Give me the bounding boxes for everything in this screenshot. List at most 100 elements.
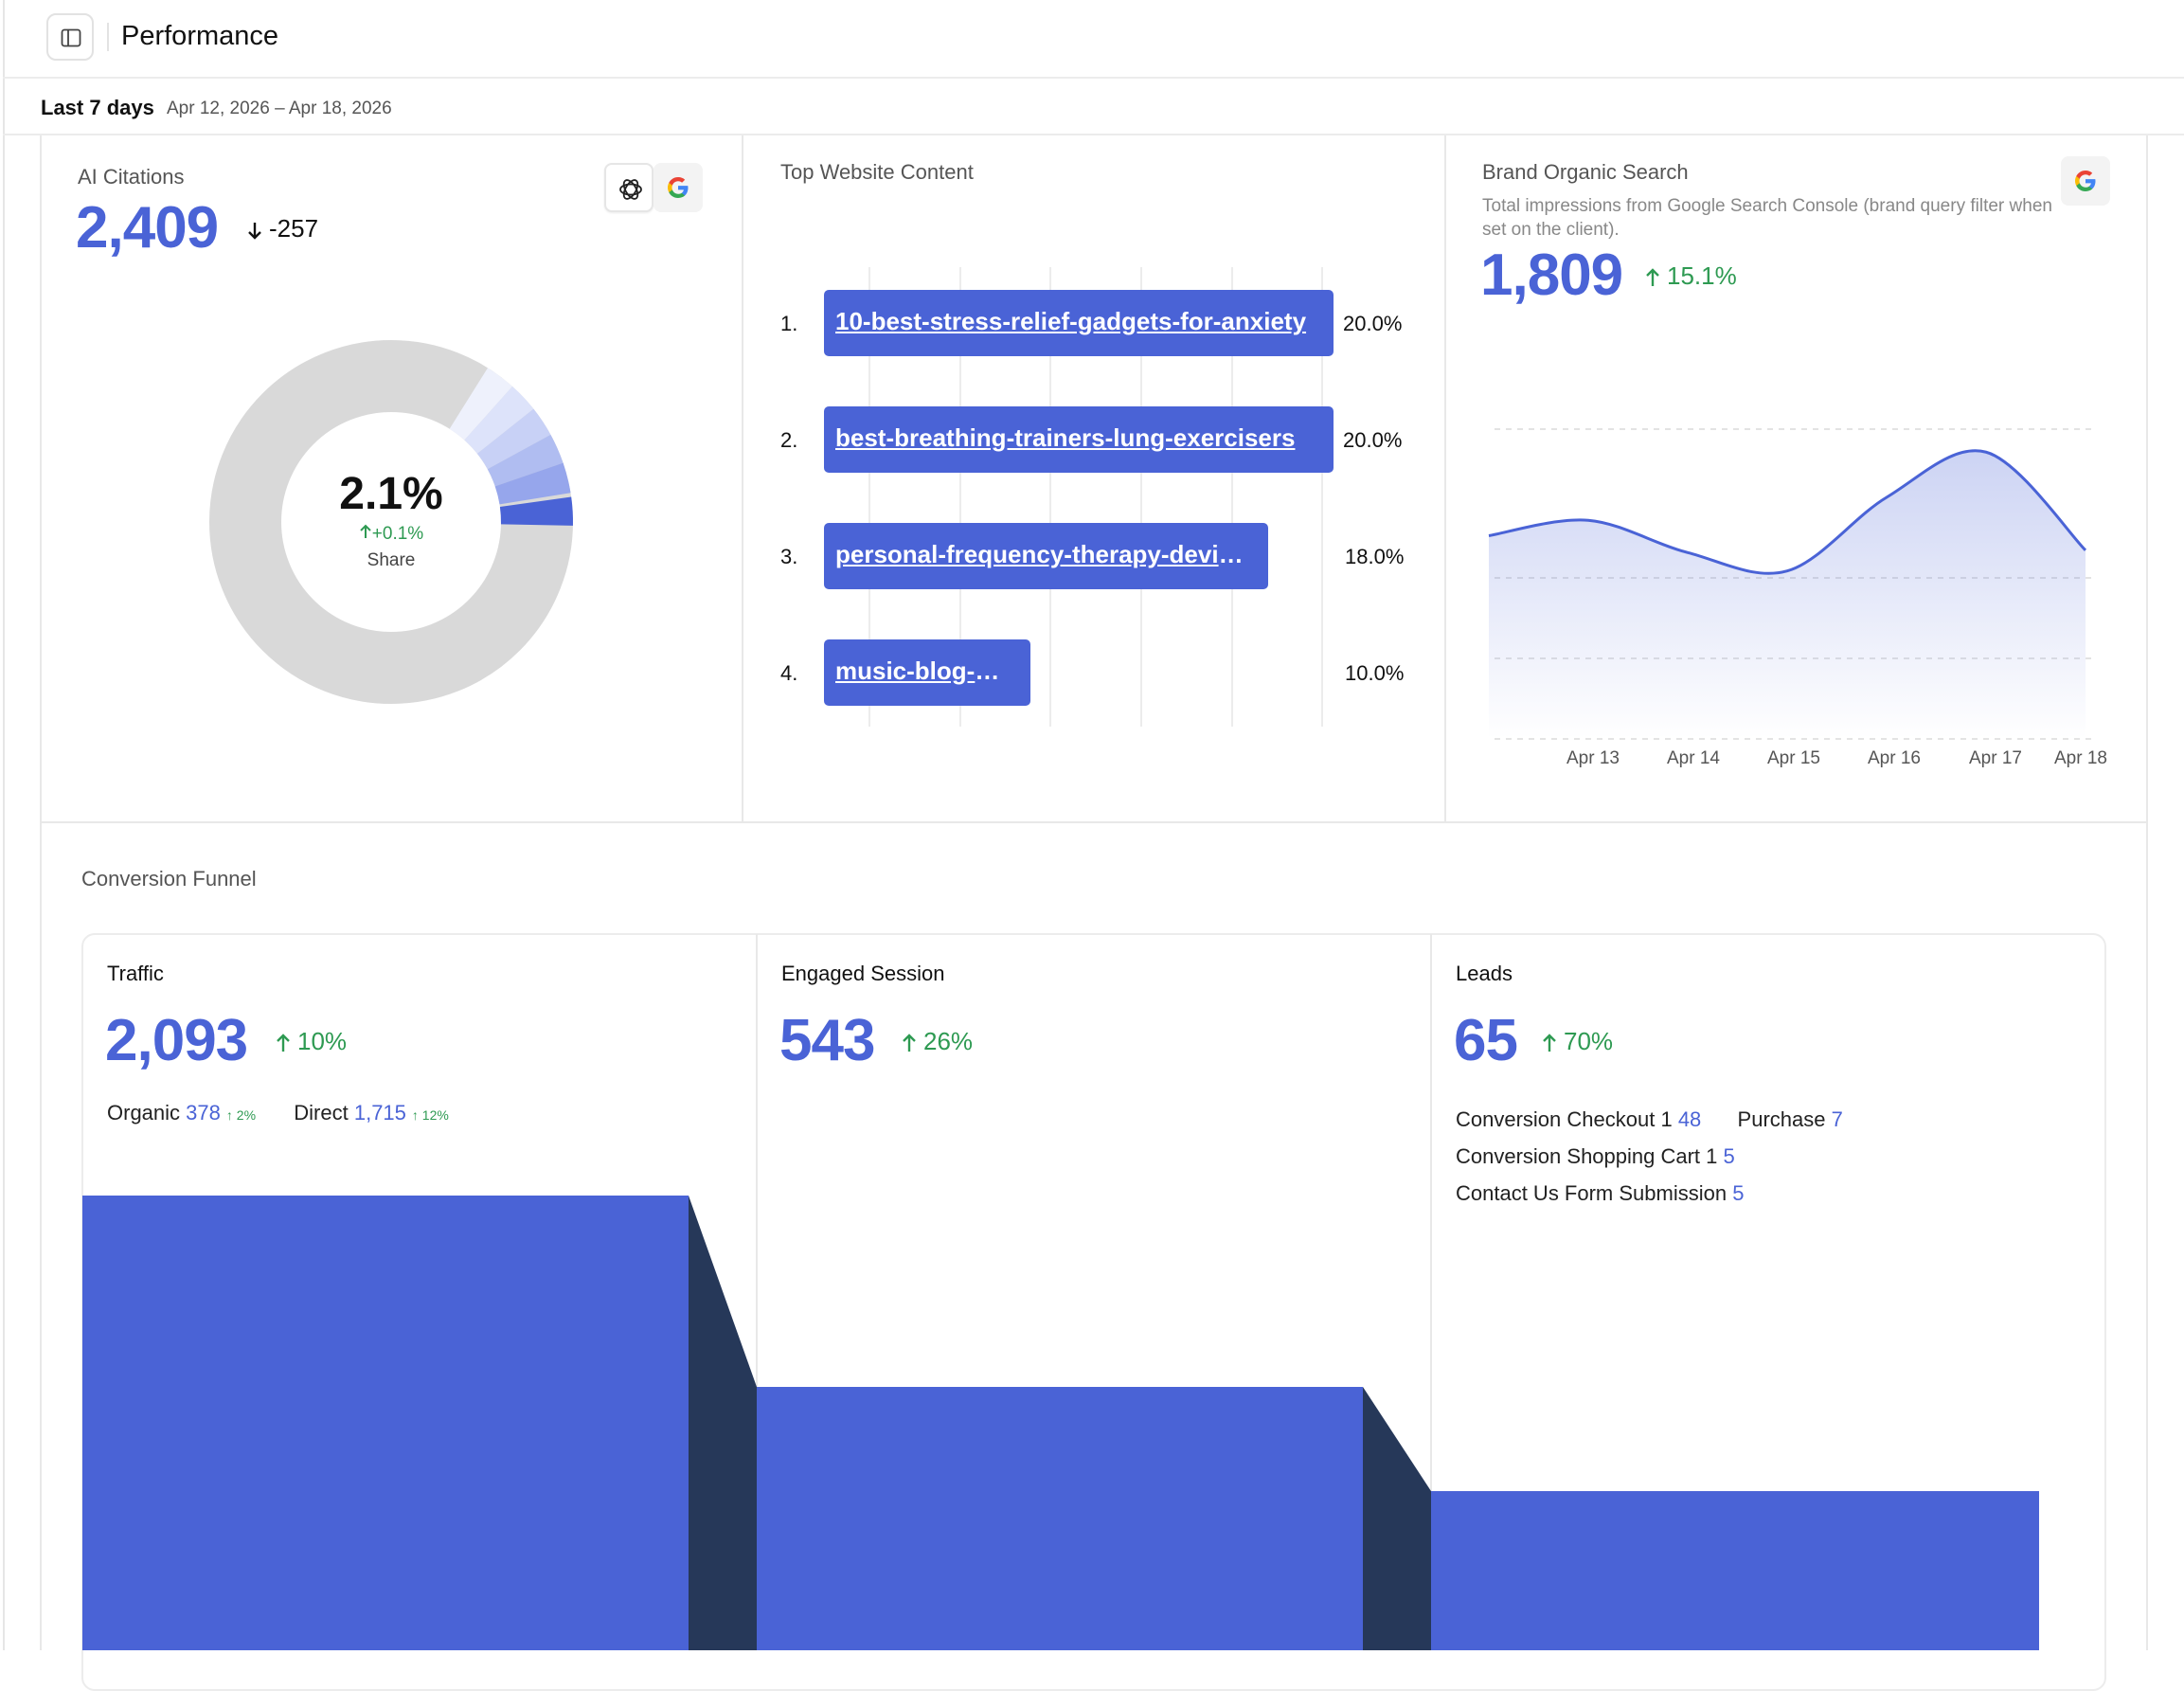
breakdown-label: Conversion Checkout 1 — [1456, 1107, 1673, 1131]
donut-segments — [449, 368, 573, 526]
content-link[interactable]: music-blog-meditation — [835, 657, 1019, 685]
donut-delta-value: +0.1% — [371, 524, 424, 544]
delta-value: -257 — [269, 214, 319, 243]
card-title: Brand Organic Search — [1482, 160, 1689, 184]
card-divider — [1444, 135, 1446, 822]
content-link[interactable]: 10-best-stress-relief-gadgets-for-anxiet… — [835, 307, 1307, 335]
sidebar-toggle-button[interactable] — [46, 13, 94, 61]
donut-fan-segment — [449, 368, 513, 441]
breakdown-row: Conversion Shopping Cart 1 5 — [1456, 1138, 1843, 1175]
content-link[interactable]: best-breathing-trainers-lung-exercisers — [835, 423, 1296, 452]
breakdown-row: Contact Us Form Submission 5 — [1456, 1175, 1843, 1212]
leads-delta: 70% — [1541, 1027, 1613, 1056]
x-tick-label: Apr 15 — [1767, 748, 1820, 768]
delta-value: 26% — [923, 1027, 974, 1055]
bar-percent: 20.0% — [1343, 428, 1403, 452]
stage-title-engaged-session: Engaged Session — [781, 962, 945, 985]
chart-series-line — [1488, 449, 2087, 575]
funnel-connector — [1363, 1387, 1431, 1650]
delta-value: 70% — [1564, 1027, 1614, 1055]
funnel-bar-leads — [1431, 1491, 2039, 1650]
stage-divider — [1430, 934, 1432, 1650]
funnel-bar-traffic — [82, 1196, 689, 1650]
card-divider — [742, 135, 743, 822]
arrow-up-icon — [277, 1034, 290, 1052]
breakdown-label: Conversion Shopping Cart 1 — [1456, 1144, 1718, 1168]
breakdown-delta: ↑ 12% — [411, 1107, 449, 1123]
breakdown-value: 48 — [1677, 1107, 1702, 1131]
bar-percent: 20.0% — [1343, 312, 1403, 335]
donut-fan-segment — [494, 462, 571, 505]
donut-fan-segment — [476, 408, 551, 470]
leads-value: 65 — [1454, 1008, 1518, 1073]
arrow-up-icon — [1646, 268, 1659, 287]
content-link[interactable]: personal-frequency-therapy-devices — [835, 540, 1257, 568]
breakdown-label: Direct — [294, 1101, 349, 1124]
card-title: AI Citations — [78, 165, 185, 189]
page-frame — [3, 0, 2184, 1650]
x-tick-label: Apr 18 — [2054, 748, 2107, 768]
bar-rank: 1. — [780, 312, 798, 335]
donut-center-value: 2.1% — [339, 469, 443, 519]
donut-share-segment — [499, 496, 573, 526]
content-bar[interactable]: personal-frequency-therapy-devices — [824, 523, 1268, 589]
chart-area-fill — [1489, 450, 2086, 739]
breakdown-label: Purchase — [1737, 1107, 1826, 1131]
donut-fan-segment — [464, 386, 534, 454]
funnel-bar-engaged-session — [757, 1387, 1363, 1650]
breakdown-value: 7 — [1831, 1107, 1843, 1131]
breakdown-value: 378 — [186, 1101, 221, 1124]
x-tick-label: Apr 14 — [1667, 748, 1720, 768]
card-title: Top Website Content — [780, 160, 974, 184]
delta-value: 10% — [297, 1027, 348, 1055]
bar-rank: 4. — [780, 661, 798, 685]
bar-rank: 3. — [780, 545, 798, 568]
google-source-button[interactable] — [2061, 156, 2110, 206]
traffic-value: 2,093 — [105, 1008, 248, 1073]
funnel-chart — [82, 1196, 2039, 1650]
traffic-breakdown: Organic 378 ↑ 2% Direct 1,715 ↑ 12% — [107, 1101, 449, 1125]
breakdown-label: Organic — [107, 1101, 181, 1124]
google-icon — [2075, 171, 2096, 191]
donut-center: 2.1% +0.1% Share — [313, 468, 470, 571]
ai-citations-value: 2,409 — [76, 195, 219, 261]
section-divider — [40, 821, 2148, 823]
arrow-down-icon — [248, 223, 261, 240]
citation-share-donut — [209, 340, 573, 704]
bar-percent: 10.0% — [1345, 661, 1405, 685]
date-range-label: Last 7 days — [41, 96, 154, 119]
bar-rank: 2. — [780, 428, 798, 452]
breakdown-delta: ↑ 2% — [225, 1107, 257, 1123]
funnel-connector — [689, 1196, 757, 1650]
content-bar[interactable]: music-blog-meditation — [824, 639, 1030, 706]
engaged-session-delta: 26% — [901, 1027, 973, 1056]
section-title: Conversion Funnel — [81, 867, 257, 890]
content-bar[interactable]: 10-best-stress-relief-gadgets-for-anxiet… — [824, 290, 1334, 356]
brand-search-area-chart — [1488, 428, 2093, 740]
arrow-up-icon — [903, 1034, 916, 1052]
date-range-bar[interactable]: Last 7 days Apr 12, 2026 – Apr 18, 2026 — [3, 79, 2184, 135]
card-description: Total impressions from Google Search Con… — [1482, 196, 2052, 240]
breakdown-row: Conversion Checkout 1 48 Purchase 7 — [1456, 1101, 1843, 1138]
leads-breakdown: Conversion Checkout 1 48 Purchase 7 Conv… — [1456, 1101, 1843, 1212]
donut-center-label: Share — [367, 550, 416, 570]
bar-percent: 18.0% — [1345, 545, 1405, 568]
stage-divider — [756, 934, 758, 1650]
top-bar: Performance — [3, 0, 2184, 79]
breakdown-value: 1,715 — [353, 1101, 406, 1124]
engaged-session-value: 543 — [779, 1008, 875, 1073]
breakdown-delta-value: 2% — [236, 1107, 257, 1123]
breakdown-delta-value: 12% — [421, 1107, 449, 1123]
page-title: Performance — [121, 21, 279, 51]
breakdown-value: 5 — [1732, 1181, 1745, 1205]
brand-search-value: 1,809 — [1480, 243, 1623, 308]
ai-citations-delta: -257 — [246, 214, 318, 243]
breakdown-label: Contact Us Form Submission — [1456, 1181, 1728, 1205]
donut-center-delta: +0.1% — [313, 524, 470, 545]
chatgpt-source-button[interactable] — [604, 163, 653, 212]
x-tick-label: Apr 16 — [1868, 748, 1921, 768]
google-source-button[interactable] — [653, 163, 703, 212]
content-bar[interactable]: best-breathing-trainers-lung-exercisers — [824, 406, 1334, 473]
traffic-delta: 10% — [275, 1027, 347, 1056]
brand-search-delta: 15.1% — [1644, 261, 1737, 291]
